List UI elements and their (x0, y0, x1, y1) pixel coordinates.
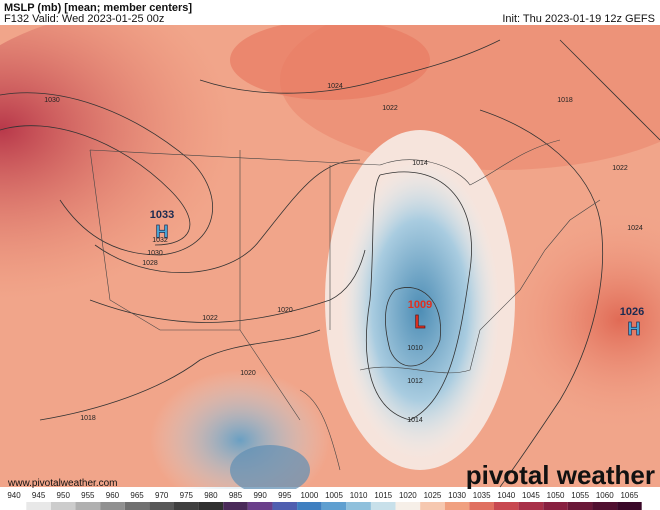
center-value: 1009 (408, 299, 432, 311)
center-type: H (156, 222, 169, 242)
colorbar-swatch (420, 502, 445, 510)
colorbar-swatch (346, 502, 371, 510)
colorbar-label: 950 (57, 491, 71, 500)
colorbar-swatch (617, 502, 642, 510)
colorbar-label: 1015 (374, 491, 392, 500)
colorbar-swatch (100, 502, 125, 510)
colorbar-swatch (223, 502, 248, 510)
isobar-label: 1020 (277, 307, 293, 314)
title: MSLP (mb) [mean; member centers] (4, 2, 192, 14)
colorbar-swatch (174, 502, 199, 510)
colorbar-label: 975 (180, 491, 194, 500)
colorbar-swatch (592, 502, 618, 510)
colorbar-label: 1050 (547, 491, 565, 500)
colorbar-label: 955 (81, 491, 95, 500)
isobar-label: 1014 (407, 417, 423, 424)
colorbar-swatch (124, 502, 150, 510)
colorbar-swatch (75, 502, 101, 510)
colorbar-swatch (395, 502, 421, 510)
colorbar-swatch (321, 502, 347, 510)
isobar-label: 1018 (80, 415, 96, 422)
center-type: L (415, 312, 426, 332)
colorbar-swatch (272, 502, 298, 510)
isobar-label: 1014 (412, 160, 428, 167)
colorbar-swatch (444, 502, 470, 510)
isobar-label: 1018 (557, 97, 573, 104)
header-bg (0, 0, 660, 25)
isobar-label: 1030 (44, 97, 60, 104)
isobars (0, 39, 660, 488)
colorbar-swatch (518, 502, 544, 510)
colorbar-label: 965 (130, 491, 144, 500)
colorbar-swatch (247, 502, 273, 510)
colorbar-swatch (469, 502, 494, 510)
colorbar-label: 1025 (424, 491, 442, 500)
colorbar-label: 990 (253, 491, 267, 500)
center-type: H (628, 319, 641, 339)
isobar-label: 1022 (382, 105, 398, 112)
colorbar-label: 995 (278, 491, 292, 500)
colorbar-label: 945 (32, 491, 46, 500)
colorbar-label: 1005 (325, 491, 343, 500)
center-value: 1026 (620, 306, 644, 318)
colorbar-swatch (1, 502, 27, 510)
colorbar-swatch (149, 502, 174, 510)
isobar-label: 1012 (407, 378, 423, 385)
colorbar-label: 1045 (522, 491, 540, 500)
colorbar-label: 970 (155, 491, 169, 500)
colorbar-label: 960 (106, 491, 120, 500)
borders (89, 139, 601, 471)
colorbar-label: 1065 (620, 491, 638, 500)
isobar-label: 1022 (202, 315, 218, 322)
init-time: Init: Thu 2023-01-19 12z GEFS (502, 13, 655, 25)
colorbar-swatch (567, 502, 593, 510)
center-value: 1033 (150, 209, 174, 221)
colorbar-label: 1040 (497, 491, 515, 500)
colorbar-swatch (543, 502, 568, 510)
colorbar-label: 1055 (571, 491, 589, 500)
isobar-label: 1024 (327, 83, 343, 90)
brand: pivotal weather (466, 460, 655, 490)
colorbar-label: 985 (229, 491, 243, 500)
colorbar-label: 1000 (300, 491, 318, 500)
isobar-label: 1010 (407, 345, 423, 352)
colorbar-label: 940 (7, 491, 21, 500)
colorbar-label: 980 (204, 491, 218, 500)
colorbar-label: 1030 (448, 491, 466, 500)
colorbar-label: 1035 (473, 491, 491, 500)
colorbar: 940 945 950 955 960 965 970 975 980 985 990 995 1000… (1, 491, 642, 510)
website: www.pivotalweather.com (7, 478, 118, 489)
isobar-label: 1032 (152, 237, 168, 244)
colorbar-swatch (494, 502, 519, 510)
colorbar-swatch (50, 502, 76, 510)
colorbar-swatch (198, 502, 224, 510)
isobar-label: 1020 (240, 370, 256, 377)
isobar-label: 1030 (147, 250, 163, 257)
isobar-label: 1024 (627, 225, 643, 232)
isobar-label: 1028 (142, 260, 158, 267)
colorbar-label: 1020 (399, 491, 417, 500)
colorbar-label: 1060 (596, 491, 614, 500)
colorbar-swatch (26, 502, 51, 510)
pressure-centers: 1033 H 1009 L 1026 H (150, 209, 644, 339)
valid-time: F132 Valid: Wed 2023-01-25 00z (4, 13, 164, 25)
colorbar-swatch (297, 502, 322, 510)
isobar-labels: 1030 1024 1022 1018 1022 1024 1032 1030 1028 1022… (44, 83, 643, 424)
colorbar-swatch (370, 502, 396, 510)
colorbar-label: 1010 (350, 491, 368, 500)
isobar-label: 1022 (612, 165, 628, 172)
